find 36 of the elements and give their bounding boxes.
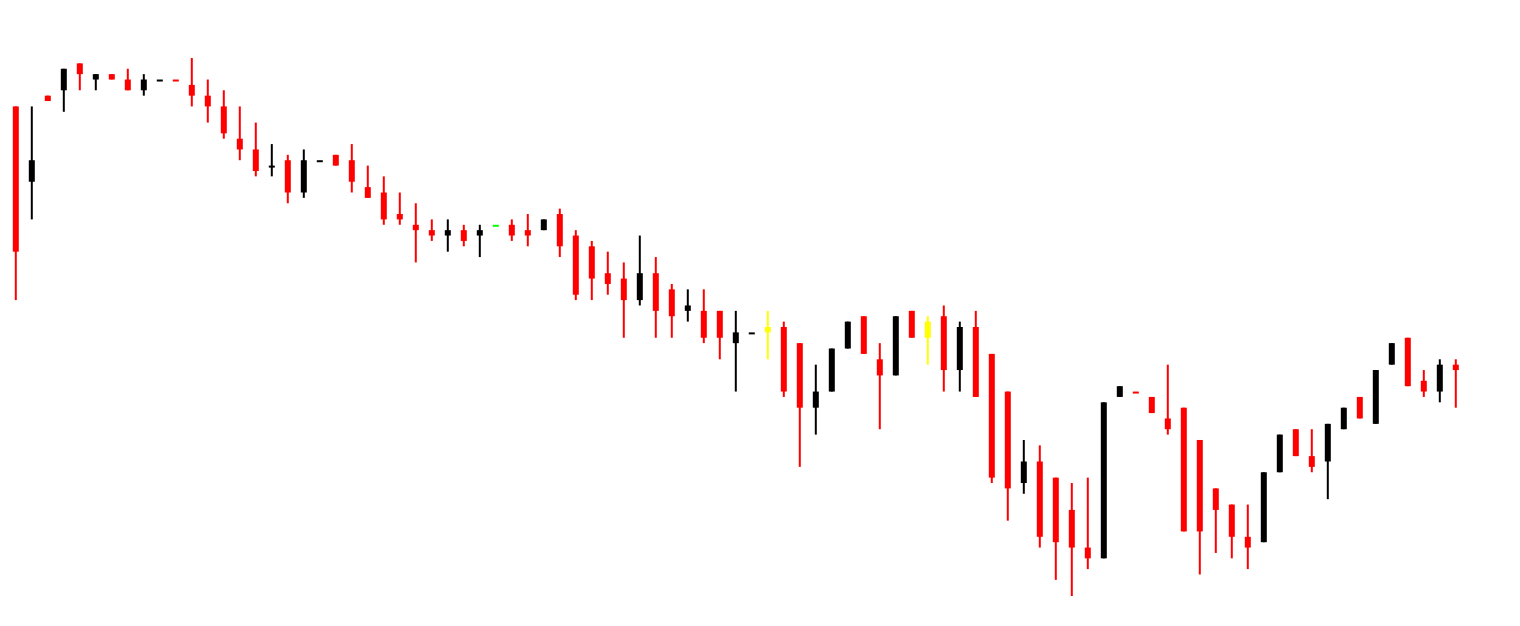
candlestick: [348, 143, 355, 194]
candlestick: [268, 143, 275, 178]
candlestick: [60, 67, 67, 113]
candlestick: [1388, 342, 1395, 366]
candlestick: [1244, 503, 1251, 571]
candlestick: [1308, 428, 1315, 474]
candlestick: [620, 261, 627, 339]
candlestick: [76, 62, 83, 92]
candlestick: [476, 223, 483, 259]
candlestick: [1420, 369, 1427, 398]
candlestick: [924, 315, 931, 366]
candlestick: [876, 342, 883, 431]
candlestick: [1084, 476, 1091, 571]
candlestick: [812, 363, 819, 436]
candlestick: [188, 58, 195, 108]
candlestick: [1164, 363, 1171, 436]
candlestick: [1452, 358, 1459, 409]
candlestick: [364, 164, 371, 199]
candlestick: [460, 223, 467, 248]
candlestick: [1212, 487, 1219, 554]
candlestick: [508, 218, 515, 242]
candlestick: [140, 73, 147, 97]
candlestick: [252, 121, 259, 178]
candlestick: [412, 202, 419, 264]
candlestick: [764, 309, 771, 361]
candlestick: [428, 218, 435, 242]
candlestick: [444, 218, 451, 253]
candlestick: [28, 105, 35, 221]
candlestick: [684, 288, 691, 323]
candlestick: [524, 213, 531, 248]
candlestick: [396, 191, 403, 226]
candlestick: [236, 105, 243, 162]
candlestick: [732, 309, 739, 393]
candlestick: [604, 250, 611, 296]
candlestick: [204, 78, 211, 124]
candlestick: [1020, 438, 1027, 495]
